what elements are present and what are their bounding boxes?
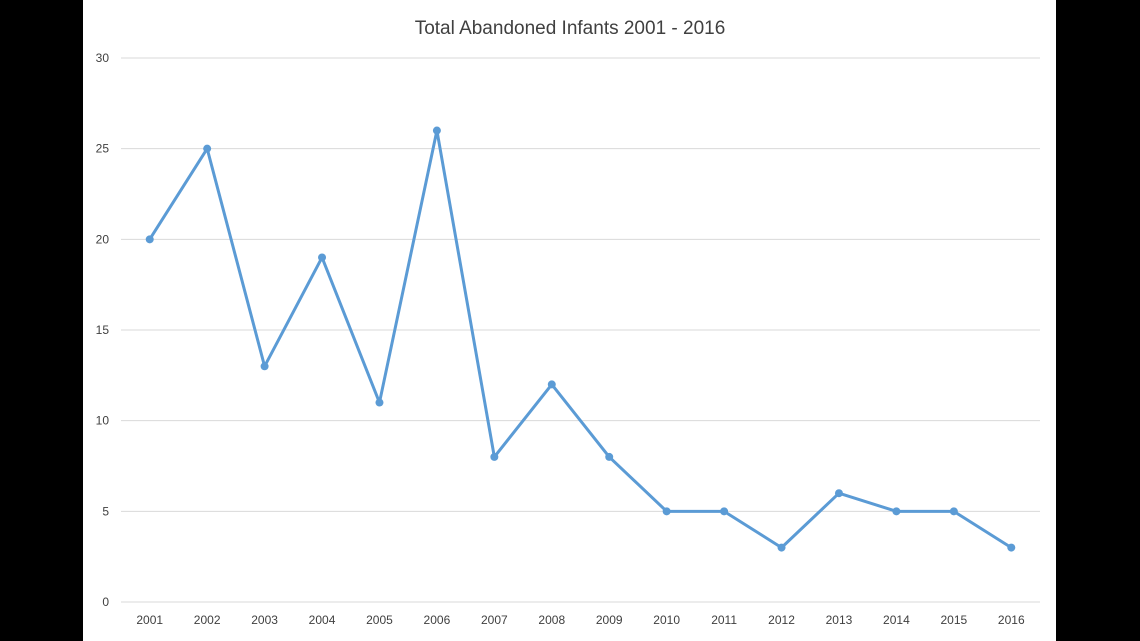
x-tick-label: 2001 bbox=[136, 613, 163, 627]
data-point bbox=[318, 253, 327, 262]
data-point bbox=[547, 380, 556, 389]
data-point bbox=[834, 489, 843, 498]
series-layer bbox=[145, 126, 1016, 552]
x-tick-label: 2002 bbox=[194, 613, 221, 627]
data-point bbox=[605, 452, 614, 461]
y-tick-label: 30 bbox=[96, 51, 110, 65]
x-tick-label: 2011 bbox=[711, 613, 737, 627]
x-axis-ticks: 2001 2002 2003 2004 2005 2006 2007 2008 2009 2010… bbox=[136, 613, 1025, 627]
x-tick-label: 2003 bbox=[251, 613, 278, 627]
data-point bbox=[145, 235, 154, 244]
y-tick-label: 15 bbox=[96, 323, 110, 337]
series-line bbox=[148, 129, 1013, 550]
x-tick-label: 2014 bbox=[883, 613, 910, 627]
x-tick-label: 2004 bbox=[309, 613, 336, 627]
x-tick-label: 2010 bbox=[653, 613, 680, 627]
x-tick-label: 2012 bbox=[768, 613, 795, 627]
data-point bbox=[777, 543, 786, 552]
data-point bbox=[949, 507, 958, 516]
data-point bbox=[432, 126, 441, 135]
y-tick-label: 5 bbox=[102, 504, 109, 518]
x-tick-label: 2013 bbox=[826, 613, 853, 627]
data-point bbox=[1007, 543, 1016, 552]
x-tick-label: 2005 bbox=[366, 613, 393, 627]
data-point bbox=[260, 362, 269, 371]
y-tick-label: 0 bbox=[102, 595, 109, 609]
y-tick-label: 20 bbox=[96, 232, 110, 246]
x-tick-label: 2008 bbox=[538, 613, 565, 627]
data-point bbox=[720, 507, 729, 516]
y-tick-label: 10 bbox=[96, 414, 110, 428]
x-tick-label: 2015 bbox=[940, 613, 967, 627]
data-point bbox=[490, 452, 499, 461]
y-tick-label: 25 bbox=[96, 142, 110, 156]
data-point bbox=[662, 507, 671, 516]
x-tick-label: 2007 bbox=[481, 613, 508, 627]
data-point bbox=[375, 398, 384, 407]
x-tick-label: 2016 bbox=[998, 613, 1025, 627]
gridlines bbox=[121, 57, 1040, 603]
x-tick-label: 2009 bbox=[596, 613, 623, 627]
chart-panel: Total Abandoned Infants 2001 - 2016 0 5 10… bbox=[83, 0, 1056, 641]
data-point bbox=[892, 507, 901, 516]
chart-title: Total Abandoned Infants 2001 - 2016 bbox=[415, 18, 726, 39]
line-chart: Total Abandoned Infants 2001 - 2016 0 5 10… bbox=[96, 18, 1040, 627]
x-tick-label: 2006 bbox=[424, 613, 451, 627]
data-point bbox=[203, 144, 212, 153]
y-axis-ticks: 0 5 10 15 20 25 30 bbox=[96, 51, 110, 609]
